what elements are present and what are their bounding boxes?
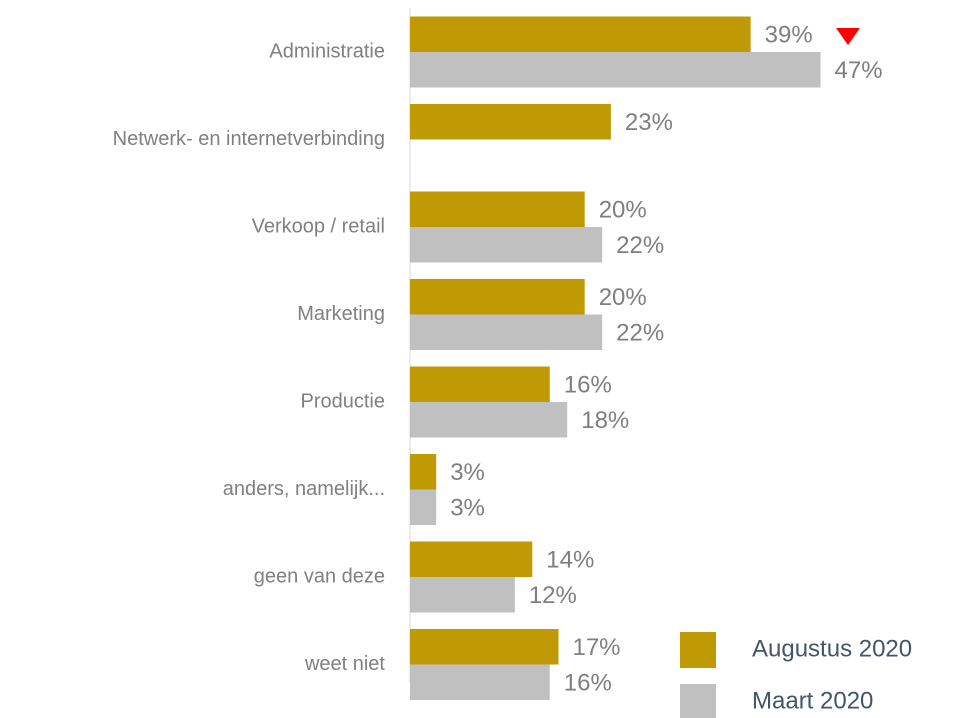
y-tick-label: Productie [301,390,386,412]
value-label: 23% [625,109,673,136]
bar [410,541,533,577]
bar [410,402,568,438]
bar [410,104,611,140]
y-tick-label: Administratie [269,40,385,62]
value-label: 17% [572,634,620,661]
bar [410,366,550,402]
decrease-marker [836,28,860,45]
y-tick-label: weet niet [304,653,385,675]
value-label: 12% [529,582,577,609]
value-label: 18% [581,407,629,434]
bar [410,664,550,700]
value-label: 22% [616,320,664,347]
y-tick-label: Netwerk- en internetverbinding [113,128,385,150]
bar [410,314,603,350]
legend-swatch [680,684,716,718]
value-label: 3% [450,459,485,486]
value-label: 20% [599,284,647,311]
value-label: 47% [835,57,883,84]
value-label: 16% [564,372,612,399]
value-label: 20% [599,197,647,224]
y-tick-label: Marketing [297,303,385,325]
value-label: 39% [765,22,813,49]
value-label: 14% [546,547,594,574]
bar [410,227,603,263]
y-tick-label: Verkoop / retail [252,215,385,237]
bar [410,279,585,315]
value-label: 3% [450,495,485,522]
bar [410,629,559,665]
value-label: 16% [564,670,612,697]
legend-label: Maart 2020 [752,687,873,714]
bar [410,489,437,525]
legend-label: Augustus 2020 [752,635,912,662]
y-tick-label: anders, namelijk... [223,478,385,500]
value-label: 22% [616,232,664,259]
bar [410,454,437,490]
bar [410,577,515,613]
legend-swatch [680,632,716,668]
y-tick-label: geen van deze [254,565,385,587]
bar [410,16,751,52]
bar [410,191,585,227]
bar [410,52,821,88]
